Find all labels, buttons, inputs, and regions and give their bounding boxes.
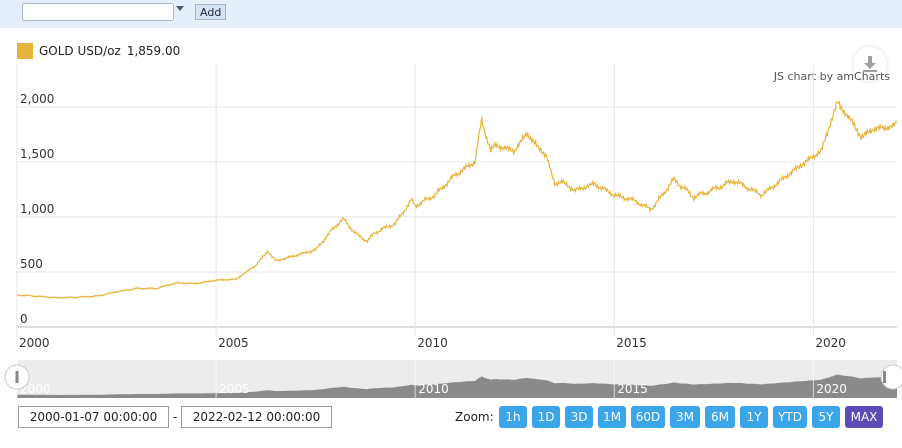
chevron-down-icon[interactable] <box>176 6 184 11</box>
legend-value: 1,859.00 <box>126 44 181 58</box>
top-toolbar: Add <box>0 0 902 28</box>
navigator-labels: 2000 2005 2010 2015 2020 <box>16 360 847 398</box>
navigator-area <box>17 374 897 398</box>
zoom-button-60d[interactable]: 60D <box>631 406 665 428</box>
x-tick-label: 2015 <box>616 336 647 350</box>
zoom-button-3d[interactable]: 3D <box>565 406 593 428</box>
export-button[interactable] <box>853 47 887 81</box>
x-axis-labels: 2000 2005 2010 2015 2020 <box>19 336 846 350</box>
add-button[interactable]: Add <box>195 4 227 20</box>
y-tick-label: 1,500 <box>20 147 54 161</box>
grip-icon <box>15 371 19 383</box>
zoom-button-max[interactable]: MAX <box>845 406 883 428</box>
zoom-button-1y[interactable]: 1Y <box>740 406 768 428</box>
navigator-right-handle[interactable] <box>880 364 902 390</box>
legend-label: GOLD USD/oz <box>39 44 121 58</box>
zoom-button-1d[interactable]: 1D <box>532 406 560 428</box>
x-tick-label: 2020 <box>815 336 846 350</box>
navigator-label: 2020 <box>816 382 847 396</box>
zoom-button-1m[interactable]: 1M <box>598 406 626 428</box>
navigator-label: 2015 <box>617 382 648 396</box>
legend-swatch[interactable] <box>17 43 33 59</box>
series-line-gold <box>16 100 898 300</box>
scrollbar-navigator: 2000 2005 2010 2015 2020 <box>4 360 902 398</box>
start-date-input[interactable]: 2000-01-07 00:00:00 <box>18 406 169 428</box>
zoom-button-1h[interactable]: 1h <box>499 406 527 428</box>
zoom-button-5y[interactable]: 5Y <box>812 406 840 428</box>
grip-icon <box>883 371 886 383</box>
chart-credit[interactable]: JS chart by amCharts <box>773 70 890 83</box>
zoom-button-6m[interactable]: 6M <box>705 406 735 428</box>
period-selector: 2000-01-07 00:00:00 - 2022-02-12 00:00:0… <box>0 400 902 448</box>
y-tick-label: 0 <box>20 312 28 326</box>
end-date-input[interactable]: 2022-02-12 00:00:00 <box>181 406 332 428</box>
legend: GOLD USD/oz 1,859.00 <box>17 42 180 60</box>
gold-price-chart: 0 500 1,000 1,500 2,000 2000 2005 2010 2015 2020… <box>4 65 902 398</box>
y-tick-label: 1,000 <box>20 202 54 216</box>
chart-grid <box>16 65 897 337</box>
y-tick-label: 2,000 <box>20 92 54 106</box>
x-tick-label: 2000 <box>19 336 50 350</box>
download-icon <box>863 56 877 72</box>
y-tick-label: 500 <box>20 257 43 271</box>
x-tick-label: 2005 <box>218 336 249 350</box>
zoom-label: Zoom: <box>455 410 494 424</box>
comparison-select[interactable] <box>22 3 174 21</box>
navigator-label: 2010 <box>418 382 449 396</box>
y-axis-labels: 0 500 1,000 1,500 2,000 <box>20 92 54 326</box>
navigator-label: 2005 <box>219 382 250 396</box>
zoom-button-ytd[interactable]: YTD <box>773 406 807 428</box>
zoom-button-3m[interactable]: 3M <box>670 406 700 428</box>
navigator-label: 2000 <box>20 382 51 396</box>
x-tick-label: 2010 <box>417 336 448 350</box>
date-separator: - <box>173 410 178 424</box>
